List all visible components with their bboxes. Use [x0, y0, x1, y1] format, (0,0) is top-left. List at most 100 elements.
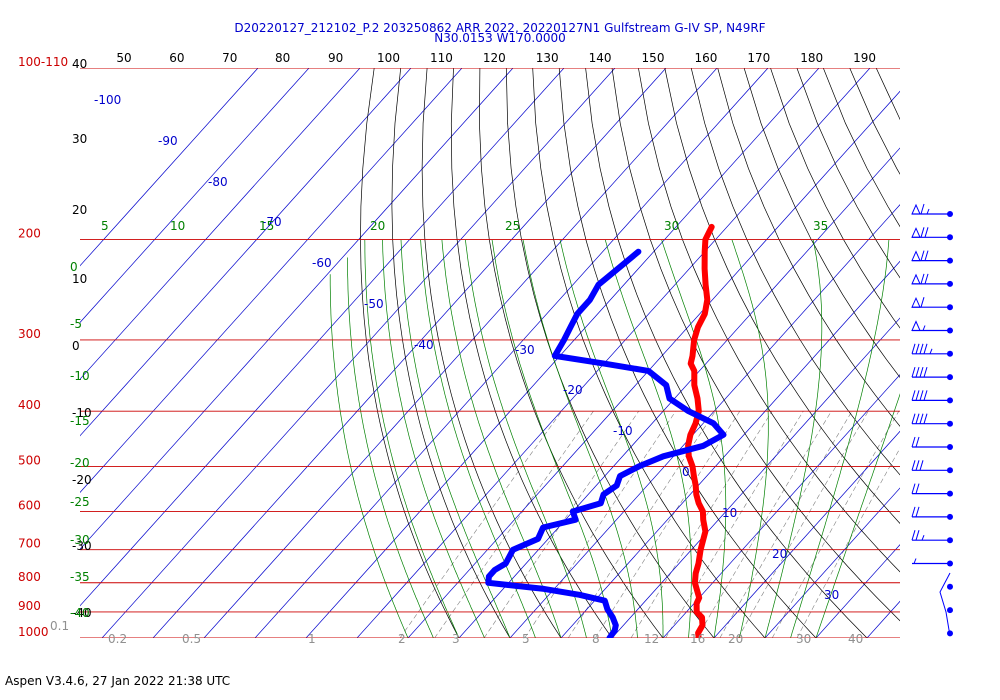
isotherm-label: -50	[364, 297, 384, 311]
dry-adiabat-line	[421, 68, 562, 638]
wind-barb-flag	[920, 297, 925, 308]
moist-adiabat-line	[347, 257, 434, 638]
top-temperature-tick-label: 70	[222, 51, 237, 65]
wind-barb-flag	[915, 390, 920, 401]
wind-barb-pennant	[911, 296, 921, 308]
dry-adiabat-line	[717, 68, 900, 427]
isotherm-line	[305, 68, 820, 638]
mixing-ratio-label: 20	[728, 632, 743, 646]
isotherm-line	[407, 90, 900, 638]
top-temperature-tick-label: 180	[800, 51, 823, 65]
pressure-tick-label: 700	[18, 537, 41, 551]
moist-adiabat-line	[790, 239, 890, 638]
top-temperature-tick-label: 110	[430, 51, 453, 65]
moist-adiabat-label: -30	[70, 533, 90, 547]
wind-barb-pennant	[911, 273, 921, 285]
moist-adiabat-label: 0	[70, 260, 78, 274]
top-temperature-tick-label: 170	[747, 51, 770, 65]
moist-adiabat-label: -40	[70, 606, 90, 620]
height-tick-label: -40	[72, 606, 92, 620]
dry-adiabat-line	[743, 68, 900, 379]
wind-barb-flag	[919, 390, 924, 401]
wind-barb-flag	[911, 343, 916, 354]
wind-barb-flag	[915, 343, 920, 354]
dry-adiabat-line	[955, 68, 1000, 638]
pressure-tick-label: 400	[18, 398, 41, 412]
top-temperature-tick-label: 160	[694, 51, 717, 65]
pressure-tick-label: 600	[18, 499, 41, 513]
isotherm-label: -70	[262, 215, 282, 229]
wind-barb-pennant	[911, 250, 921, 262]
moist-adiabat-line	[382, 239, 485, 638]
top-temperature-tick-label: 140	[589, 51, 612, 65]
isotherm-line	[80, 68, 310, 323]
moist-adiabat-line	[400, 239, 511, 638]
wind-barb-flag	[920, 227, 925, 238]
moist-adiabat-label: -25	[70, 495, 90, 509]
wind-barb-half-flag	[926, 208, 930, 215]
top-temperature-tick-label: 150	[642, 51, 665, 65]
mixing-ratio-label: 12	[644, 632, 659, 646]
dry-adiabat-line	[532, 68, 766, 638]
version-footer: Aspen V3.4.6, 27 Jan 2022 21:38 UTC	[5, 674, 231, 688]
wind-barb-flag	[911, 436, 916, 448]
moist-adiabat-line	[815, 393, 900, 638]
wind-barb-flag	[923, 343, 928, 354]
mixing-ratio-label: 3	[452, 632, 460, 646]
wind-barb-half-flag	[913, 558, 917, 564]
isotherm-line	[80, 68, 259, 267]
dry-adiabat-line	[360, 68, 460, 638]
isotherm-line	[662, 374, 900, 638]
wind-barb-flag	[911, 460, 916, 471]
mixing-ratio-label: 8	[592, 632, 600, 646]
mixing-ratio-label: 2	[398, 632, 406, 646]
wind-barb-pennant	[911, 203, 921, 215]
moist-adiabat-label: -35	[70, 570, 90, 584]
dry-adiabat-line	[505, 68, 715, 638]
wind-barb-flag	[919, 460, 924, 471]
moist-adiabat-line	[764, 239, 823, 638]
dry-adiabat-line	[664, 68, 900, 524]
wind-barb-half-flag	[929, 348, 933, 354]
height-tick-label: 30	[72, 132, 87, 146]
isotherm-label: 20	[772, 547, 787, 561]
isotherm-label: -80	[208, 175, 228, 189]
isotherm-line	[458, 147, 900, 638]
isotherm-line	[80, 68, 463, 493]
wind-barb-flag	[923, 413, 928, 424]
isotherm-line	[254, 68, 769, 638]
dry-adiabat-label: 35	[813, 219, 828, 233]
wind-barb-flag	[924, 250, 929, 261]
mixing-ratio-line	[594, 411, 741, 638]
moist-adiabat-line	[329, 274, 409, 638]
isotherm-label: -20	[563, 383, 583, 397]
isotherm-label: -40	[414, 338, 434, 352]
wind-barb-flag	[915, 436, 920, 448]
moist-adiabat-line	[731, 239, 769, 638]
wind-barb-flag	[911, 390, 916, 401]
mixing-ratio-label: 0.2	[108, 632, 127, 646]
dry-adiabat-label: 30	[664, 219, 679, 233]
pressure-tick-label: 1000	[18, 625, 49, 639]
wind-barb-flag	[923, 366, 928, 378]
dry-adiabat-line	[982, 68, 1000, 638]
dry-adiabat-label: 15	[259, 219, 274, 233]
dry-adiabat-label: 10	[170, 219, 185, 233]
mixing-ratio-line	[399, 411, 562, 638]
isotherm-line	[560, 260, 900, 638]
wind-barb-flag	[911, 366, 916, 378]
isotherm-line	[80, 68, 412, 437]
dry-adiabat-line	[849, 68, 900, 175]
height-tick-label: -10	[72, 406, 92, 420]
mixing-ratio-label: 1	[308, 632, 316, 646]
isotherm-line	[101, 68, 616, 638]
height-tick-label: 40	[72, 57, 87, 71]
isotherm-line	[356, 68, 871, 638]
dry-adiabat-line	[611, 68, 900, 622]
top-temperature-tick-label: 190	[853, 51, 876, 65]
wind-barb-half-flag	[921, 535, 925, 541]
wind-barb-flag	[915, 483, 920, 494]
wind-barb-point	[947, 607, 953, 614]
pressure-tick-label: 500	[18, 453, 41, 467]
